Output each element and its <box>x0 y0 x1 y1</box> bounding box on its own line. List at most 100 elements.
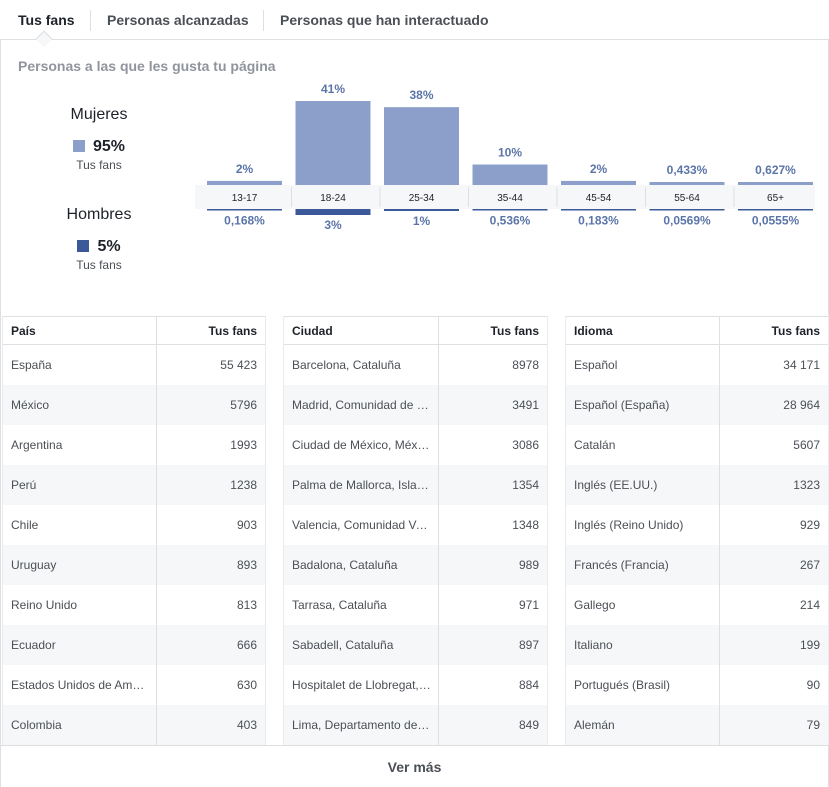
table-row: Catalán 5607 <box>566 425 828 465</box>
column-divider <box>156 665 157 705</box>
table-row: Portugués (Brasil) 90 <box>566 665 828 705</box>
column-divider <box>719 385 720 425</box>
fans-count-cell: 630 <box>236 678 257 692</box>
table-row: Español (España) 28 964 <box>566 385 828 425</box>
table-row: Estados Unidos de América 630 <box>3 665 265 705</box>
column-divider <box>719 625 720 665</box>
city-table: Ciudad Tus fans Barcelona, Cataluña 8978 Mad… <box>283 316 548 745</box>
column-header-pais[interactable]: País <box>11 324 36 338</box>
column-divider <box>438 505 439 545</box>
ciudad-cell: Sabadell, Cataluña <box>292 638 394 652</box>
men-bar-label: 0,168% <box>224 214 265 228</box>
age-label-strip <box>195 185 815 209</box>
age-tick-label: 13-17 <box>232 193 258 204</box>
column-divider <box>438 665 439 705</box>
pais-cell: España <box>11 358 52 372</box>
idioma-cell: Alemán <box>574 718 615 732</box>
tab-tus-fans[interactable]: Tus fans <box>18 12 75 28</box>
ciudad-cell: Ciudad de México, México <box>292 438 432 452</box>
men-bar-label: 0,536% <box>490 214 531 228</box>
idioma-cell: Portugués (Brasil) <box>574 678 671 692</box>
fans-count-cell: 79 <box>806 718 820 732</box>
ciudad-cell: Lima, Departamento de Lima <box>292 718 432 732</box>
fans-count-cell: 267 <box>799 558 820 572</box>
table-row: España 55 423 <box>3 345 265 385</box>
pais-cell: Ecuador <box>11 638 56 652</box>
tab-personas-alcanzadas[interactable]: Personas alcanzadas <box>107 12 249 28</box>
column-header-ciudad[interactable]: Ciudad <box>292 324 333 338</box>
column-divider <box>438 585 439 625</box>
women-bar-label: 2% <box>590 162 608 176</box>
women-bar-label: 10% <box>498 146 522 160</box>
table-row: Ecuador 666 <box>3 625 265 665</box>
tab-bar: Tus fans Personas alcanzadas Personas qu… <box>0 0 829 48</box>
age-gender-chart: 2% 0,168% 13-17 41% 3% 18-24 38% 1% 25-34 10% 0,53… <box>195 82 815 232</box>
age-tick-label: 65+ <box>767 193 784 204</box>
table-row: Italiano 199 <box>566 625 828 665</box>
women-summary: Mujeres 95% Tus fans <box>58 106 140 172</box>
tab-divider <box>90 10 91 31</box>
fans-count-cell: 903 <box>236 518 257 532</box>
men-bar-label: 1% <box>413 214 431 228</box>
table-row: Chile 903 <box>3 505 265 545</box>
ver-mas-button[interactable]: Ver más <box>0 745 829 787</box>
fans-count-cell: 90 <box>806 678 820 692</box>
column-divider <box>438 385 439 425</box>
men-sub: Tus fans <box>76 258 122 272</box>
column-header-idioma[interactable]: Idioma <box>574 324 613 338</box>
table-row: Lima, Departamento de Lima 849 <box>284 705 547 745</box>
women-bar <box>207 180 282 185</box>
fans-count-cell: 1993 <box>230 438 257 452</box>
column-header-fans[interactable]: Tus fans <box>208 324 257 338</box>
fans-count-cell: 199 <box>799 638 820 652</box>
age-tick-label: 45-54 <box>586 193 612 204</box>
fans-count-cell: 1348 <box>512 518 539 532</box>
men-summary: Hombres 5% Tus fans <box>58 206 140 272</box>
column-divider <box>719 505 720 545</box>
table-row: Gallego 214 <box>566 585 828 625</box>
age-tick-label: 18-24 <box>320 193 346 204</box>
table-row: Francés (Francia) 267 <box>566 545 828 585</box>
column-divider <box>438 425 439 465</box>
fans-count-cell: 884 <box>518 678 539 692</box>
table-row: México 5796 <box>3 385 265 425</box>
column-header-fans[interactable]: Tus fans <box>771 324 820 338</box>
ciudad-cell: Palma de Mallorca, Islas Baleares <box>292 478 432 492</box>
pais-cell: Uruguay <box>11 558 57 572</box>
tab-personas-interactuado[interactable]: Personas que han interactuado <box>280 12 489 28</box>
ciudad-cell: Hospitalet de Llobregat, Cataluña <box>292 678 432 692</box>
column-header-fans[interactable]: Tus fans <box>490 324 539 338</box>
women-bar-label: 38% <box>409 88 433 102</box>
column-divider <box>438 545 439 585</box>
ciudad-cell: Tarrasa, Cataluña <box>292 598 387 612</box>
table-row: Valencia, Comunidad Valenciana 1348 <box>284 505 547 545</box>
table-row: Español 34 171 <box>566 345 828 385</box>
women-bar-label: 41% <box>321 82 345 96</box>
idioma-cell: Español (España) <box>574 398 670 412</box>
column-divider <box>438 345 439 385</box>
column-divider <box>719 545 720 585</box>
table-body: Español 34 171 Español (España) 28 964 Catal… <box>566 345 828 745</box>
men-bar <box>472 209 548 211</box>
idioma-cell: Gallego <box>574 598 616 612</box>
men-pct: 5% <box>97 238 121 255</box>
column-divider <box>719 585 720 625</box>
fans-count-cell: 214 <box>799 598 820 612</box>
men-bar-label: 0,0569% <box>663 214 711 228</box>
men-swatch <box>77 240 90 252</box>
column-divider <box>156 425 157 465</box>
tab-divider <box>263 10 264 31</box>
table-row: Badalona, Cataluña 989 <box>284 545 547 585</box>
column-divider <box>156 317 157 344</box>
column-divider <box>156 585 157 625</box>
fans-count-cell: 5607 <box>793 438 820 452</box>
fans-count-cell: 813 <box>236 598 257 612</box>
idioma-cell: Italiano <box>574 638 613 652</box>
table-row: Sabadell, Cataluña 897 <box>284 625 547 665</box>
table-row: Inglés (Reino Unido) 929 <box>566 505 828 545</box>
women-bar-label: 0,627% <box>755 163 796 177</box>
table-row: Madrid, Comunidad de Madrid 3491 <box>284 385 547 425</box>
men-bar <box>561 209 636 211</box>
age-tick-label: 35-44 <box>497 193 523 204</box>
column-divider <box>156 705 157 745</box>
